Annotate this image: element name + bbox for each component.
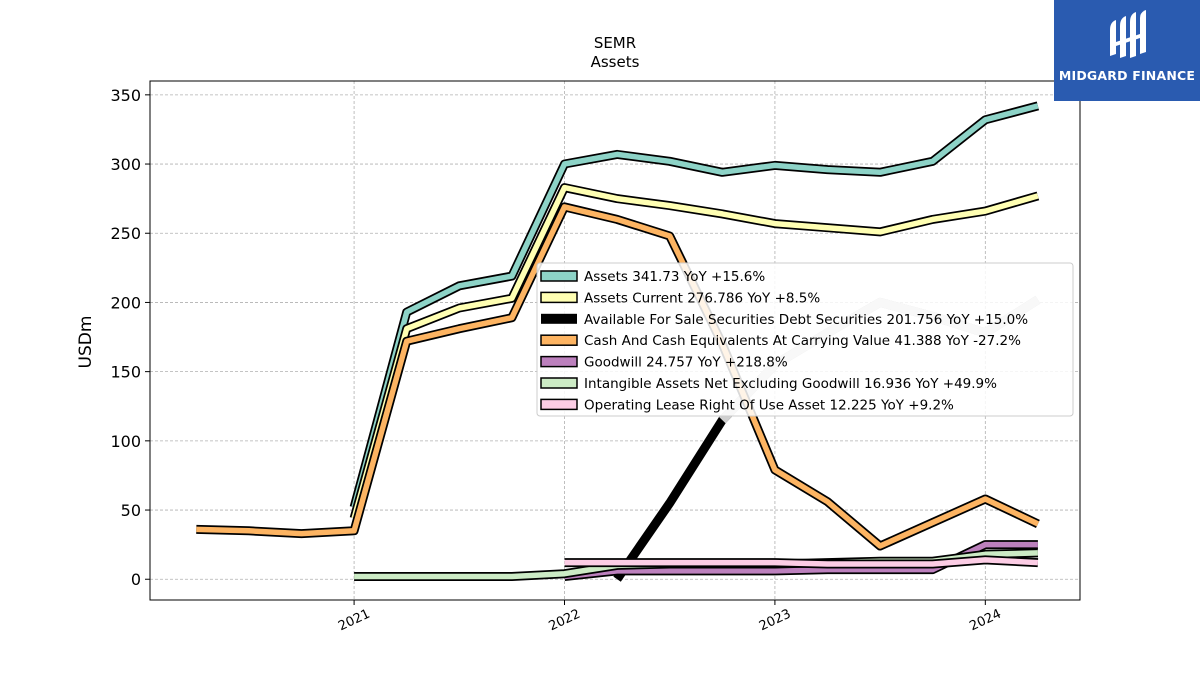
y-tick-label: 150	[110, 363, 141, 382]
y-tick-label: 300	[110, 155, 141, 174]
series-operating-lease-right-of-use-asset	[564, 555, 1039, 569]
legend-swatch	[540, 398, 578, 411]
logo-text: MIDGARD FINANCE	[1058, 68, 1196, 83]
legend-swatch	[540, 355, 578, 368]
legend-label: Assets Current 276.786 YoY +8.5%	[584, 290, 820, 306]
legend-entry: Assets Current 276.786 YoY +8.5%	[540, 290, 820, 306]
legend-box	[536, 262, 1074, 417]
series-cash-and-cash-equivalents-at-carrying-value	[196, 202, 1040, 551]
y-axis: 0 50 100 150 200 250 300 350	[110, 86, 150, 589]
legend-label: Assets 341.73 YoY +15.6%	[584, 269, 765, 285]
legend-swatch	[540, 291, 578, 304]
x-tick-label: 2024	[967, 607, 1003, 635]
y-tick-label: 50	[121, 501, 141, 520]
legend-label: Available For Sale Securities Debt Secur…	[584, 312, 1028, 328]
y-tick-label: 100	[110, 432, 141, 451]
x-tick-label: 2021	[336, 607, 372, 635]
plot-frame	[149, 80, 1081, 601]
midgard-finance-logo: MIDGARD FINANCE	[1054, 0, 1200, 101]
legend-swatch	[540, 270, 578, 282]
chart-subtitle: Assets	[591, 53, 640, 71]
legend-swatch	[541, 313, 577, 324]
legend-label: Goodwill 24.757 YoY +218.8%	[584, 355, 788, 371]
series-assets	[349, 101, 1040, 509]
legend-label: Operating Lease Right Of Use Asset 12.22…	[584, 397, 954, 413]
y-tick-label: 0	[131, 570, 141, 589]
y-tick-label: 200	[110, 293, 141, 312]
y-axis-label: USDm	[76, 316, 96, 369]
legend-entry: Goodwill 24.757 YoY +218.8%	[540, 355, 788, 371]
x-axis: 2021 2022 2023 2024	[336, 600, 1004, 634]
x-tick-label: 2023	[757, 607, 793, 635]
legend-label: Intangible Assets Net Excluding Goodwill…	[584, 376, 997, 392]
legend: Assets 341.73 YoY +15.6% Assets Current 2…	[536, 262, 1074, 417]
series-line	[196, 204, 1040, 549]
legend-entry: Cash And Cash Equivalents At Carrying Va…	[540, 333, 1021, 349]
series-line	[564, 557, 1039, 567]
legend-entry: Assets 341.73 YoY +15.6%	[540, 269, 765, 285]
legend-entry: Intangible Assets Net Excluding Goodwill…	[540, 376, 997, 392]
series-group	[196, 101, 1041, 582]
y-tick-label: 250	[110, 224, 141, 243]
x-tick-label: 2022	[547, 607, 583, 635]
series-assets-current	[349, 183, 1040, 520]
series-line	[351, 184, 1039, 520]
legend-label: Cash And Cash Equivalents At Carrying Va…	[584, 333, 1021, 349]
legend-swatch	[540, 334, 578, 346]
legend-entry: Available For Sale Securities Debt Secur…	[541, 312, 1028, 328]
legend-entry: Operating Lease Right Of Use Asset 12.22…	[540, 397, 954, 413]
series-line	[351, 103, 1039, 509]
midgard-logo-icon	[1110, 10, 1146, 58]
legend-swatch	[540, 377, 578, 389]
chart-title: SEMR	[594, 34, 636, 52]
y-tick-label: 350	[110, 86, 141, 105]
